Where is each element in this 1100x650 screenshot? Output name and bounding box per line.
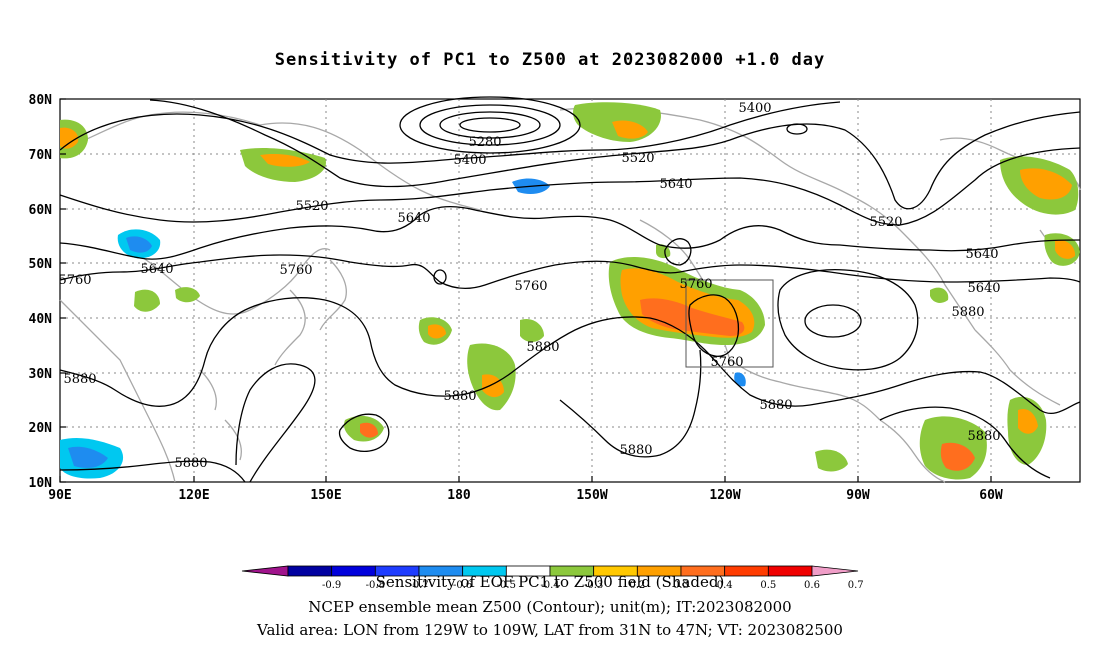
axis-ticks	[59, 98, 992, 483]
contour-label: 5880	[443, 389, 476, 404]
colorbar-tick-label: -0.7	[409, 580, 428, 591]
colorbar-tick-label: -0.9	[322, 580, 341, 591]
longitude-labels: 90E 120E 150E 180 150W 120W 90W 60W	[48, 488, 1003, 503]
contour-label: 5280	[468, 135, 501, 150]
contour-label: 5760	[679, 277, 712, 292]
colorbar-tick-label: 0.6	[804, 580, 820, 591]
colorbar-tick-label: -0.8	[366, 580, 385, 591]
contour-label: 5640	[967, 281, 1000, 296]
contour-label: 5760	[279, 263, 312, 278]
contour-label: 5640	[965, 247, 998, 262]
contour-label: 5400	[738, 101, 771, 116]
lon-label: 90E	[48, 488, 71, 503]
contour-label: 5880	[63, 372, 96, 387]
lon-label: 150E	[310, 488, 341, 503]
lat-label: 60N	[29, 203, 53, 218]
lat-label: 20N	[29, 421, 53, 436]
lon-label: 180	[447, 488, 471, 503]
contour-label: 5520	[621, 151, 654, 166]
lon-label: 90W	[846, 488, 870, 503]
colorbar-arrow-right	[811, 565, 859, 577]
colorbar-tick-label: 0.2	[629, 580, 645, 591]
colorbar-tick-label: -0.6	[453, 580, 472, 591]
contour-label: 5760	[514, 279, 547, 294]
gridlines	[60, 99, 1080, 482]
lon-label: 150W	[576, 488, 607, 503]
contour-label: 5880	[759, 398, 792, 413]
contour-label: 5760	[58, 273, 91, 288]
lat-label: 40N	[29, 312, 53, 327]
contour-value-labels: 5400 5280 5400 5520 5640 5520 5640 5520 …	[58, 101, 1000, 471]
contour-label: 5640	[140, 262, 173, 277]
lon-label: 120W	[709, 488, 740, 503]
plot-frame	[59, 98, 1081, 483]
lat-label: 10N	[29, 476, 53, 491]
colorbar: -0.9 -0.8 -0.7 -0.6 -0.5 -0.4 -0.3 0.2 0.3 0.4 0.5…	[241, 565, 864, 591]
lon-label: 60W	[979, 488, 1003, 503]
contour-label: 5880	[951, 305, 984, 320]
colorbar-tick-label: 0.3	[673, 580, 689, 591]
contour-label: 5880	[174, 456, 207, 471]
contour-label: 5880	[967, 429, 1000, 444]
contour-label: 5880	[526, 340, 559, 355]
lat-label: 70N	[29, 148, 53, 163]
valid-area-box	[685, 279, 774, 368]
contour-label: 5640	[659, 177, 692, 192]
colorbar-tick-label: 0.7	[848, 580, 864, 591]
contour-label: 5640	[397, 211, 430, 226]
colorbar-tick-label: 0.4	[717, 580, 733, 591]
colorbar-tick-label: -0.4	[540, 580, 559, 591]
caption-valid-area: Valid area: LON from 129W to 109W, LAT f…	[257, 621, 843, 639]
lon-label: 120E	[178, 488, 209, 503]
lat-label: 50N	[29, 257, 53, 272]
latitude-labels: 80N 70N 60N 50N 40N 30N 20N 10N	[29, 93, 53, 491]
contour-label: 5760	[710, 355, 743, 370]
lat-label: 30N	[29, 367, 53, 382]
contour-label: 5880	[619, 443, 652, 458]
map-title: Sensitivity of PC1 to Z500 at 2023082000…	[274, 50, 826, 70]
colorbar-tick-label: -0.5	[497, 580, 516, 591]
sensitivity-shading	[60, 102, 1080, 480]
contour-lines	[59, 96, 1081, 483]
contour-label: 5520	[869, 215, 902, 230]
lat-label: 80N	[29, 93, 53, 108]
caption-shaded: Sensitivity of EOF PC1 to Z500 field (Sh…	[375, 573, 725, 591]
colorbar-tick-label: -0.3	[584, 580, 603, 591]
contour-label: 5520	[295, 199, 328, 214]
colorbar-tick-label: 0.5	[760, 580, 776, 591]
contour-label: 5400	[453, 153, 486, 168]
caption-contour: NCEP ensemble mean Z500 (Contour); unit(…	[308, 598, 792, 616]
